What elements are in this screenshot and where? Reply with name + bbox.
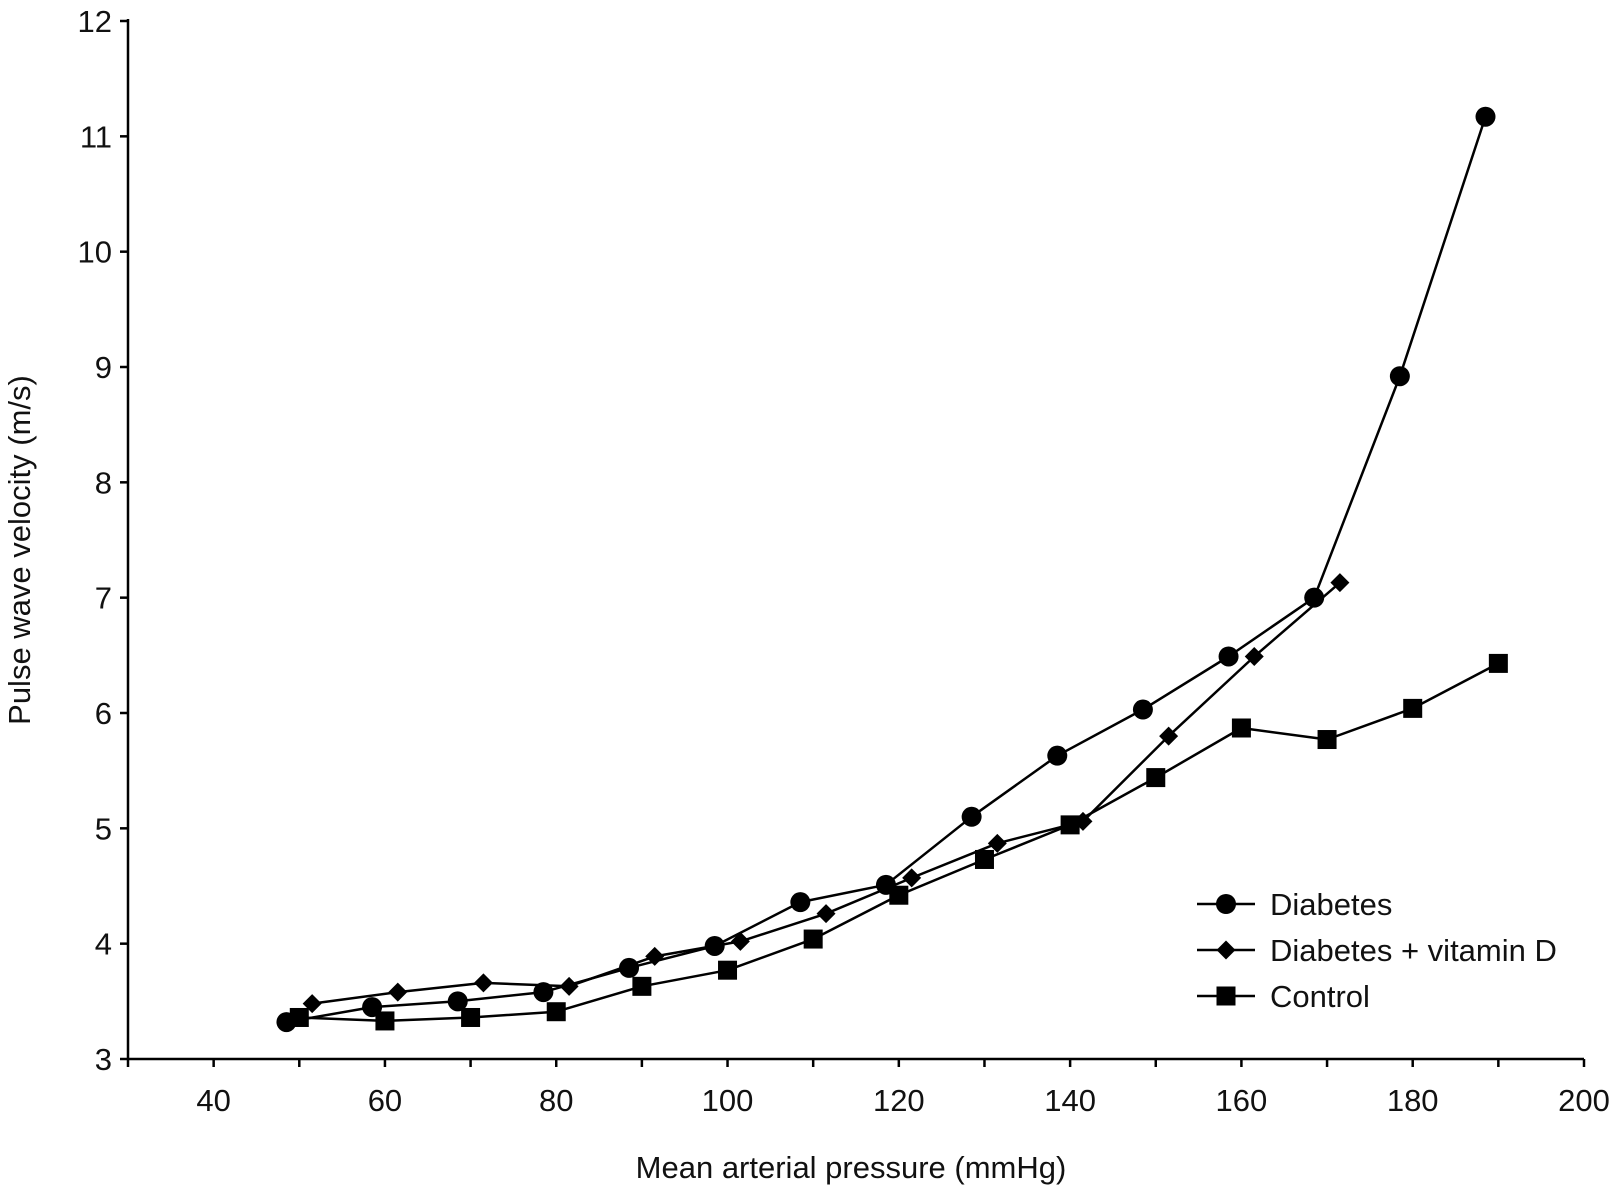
data-point-circle — [790, 892, 811, 913]
data-point-square — [1060, 815, 1080, 835]
legend-label-control: Control — [1270, 979, 1370, 1014]
y-tick-label: 4 — [95, 927, 112, 962]
data-point-circle — [1132, 699, 1153, 720]
y-tick-label: 11 — [80, 119, 112, 154]
x-axis-title: Mean arterial pressure (mmHg) — [636, 1150, 1067, 1185]
data-point-square — [1146, 768, 1166, 788]
data-point-square — [1231, 718, 1251, 738]
data-point-square — [632, 976, 652, 996]
data-point-circle — [961, 806, 982, 827]
data-point-circle — [1218, 646, 1239, 667]
series-line-diabetes-vitamin-d — [311, 581, 1341, 1005]
data-point-square — [461, 1007, 481, 1027]
data-point-circle — [1389, 366, 1410, 387]
y-tick-label: 7 — [95, 581, 112, 616]
x-tick-label: 160 — [1216, 1083, 1268, 1118]
data-point-circle — [1304, 587, 1325, 608]
y-tick-label: 5 — [95, 811, 112, 846]
legend-entry-diabetes: Diabetes — [1197, 887, 1392, 922]
data-point-square — [889, 885, 909, 905]
y-tick-label: 8 — [95, 465, 112, 500]
legend-marker-diamond — [1216, 940, 1236, 960]
y-axis-title: Pulse wave velocity (m/s) — [2, 375, 37, 725]
data-point-circle — [447, 991, 468, 1012]
y-ticks: 3 4 5 6 7 8 9 10 11 12 — [78, 4, 128, 1077]
x-tick-label: 100 — [702, 1083, 754, 1118]
legend-marker-circle — [1216, 894, 1236, 914]
series-diabetes-vitamin-d — [302, 573, 1350, 1014]
data-point-circle — [1475, 106, 1496, 127]
series-control — [289, 653, 1508, 1031]
data-point-diamond — [1330, 573, 1350, 593]
data-point-diamond — [645, 946, 665, 966]
data-point-square — [803, 929, 823, 949]
x-tick-label: 140 — [1044, 1083, 1096, 1118]
x-tick-label: 40 — [196, 1083, 230, 1118]
data-point-circle — [533, 982, 554, 1003]
data-point-diamond — [1159, 726, 1179, 746]
legend-label-diabetes-vitamin-d: Diabetes + vitamin D — [1270, 933, 1557, 968]
y-tick-label: 9 — [95, 350, 112, 385]
data-point-diamond — [473, 973, 493, 993]
data-point-circle — [1047, 745, 1068, 766]
x-tick-label: 80 — [539, 1083, 573, 1118]
legend-label-diabetes: Diabetes — [1270, 887, 1392, 922]
data-point-diamond — [388, 982, 408, 1002]
y-tick-label: 6 — [95, 696, 112, 731]
x-ticks: 40 60 80 100 120 140 160 180 200 — [126, 1059, 1610, 1118]
y-tick-label: 3 — [95, 1042, 112, 1077]
legend-entry-control: Control — [1197, 979, 1370, 1014]
x-tick-label: 200 — [1558, 1083, 1610, 1118]
legend-entry-diabetes-vitamin-d: Diabetes + vitamin D — [1197, 933, 1557, 968]
legend: Diabetes Diabetes + vitamin D Control — [1197, 887, 1557, 1014]
data-point-square — [718, 960, 738, 980]
data-point-square — [974, 849, 994, 869]
y-tick-label: 12 — [78, 4, 112, 39]
data-point-diamond — [902, 868, 922, 888]
data-point-square — [546, 1002, 566, 1022]
data-point-diamond — [730, 931, 750, 951]
data-point-square — [289, 1007, 309, 1027]
data-point-diamond — [559, 976, 579, 996]
data-point-diamond — [1244, 646, 1264, 666]
data-point-square — [1403, 698, 1423, 718]
legend-marker-square — [1216, 986, 1236, 1006]
x-tick-label: 180 — [1387, 1083, 1439, 1118]
x-tick-label: 120 — [873, 1083, 925, 1118]
x-tick-label: 60 — [368, 1083, 402, 1118]
data-point-diamond — [816, 904, 836, 924]
data-point-square — [1317, 730, 1337, 750]
data-point-square — [1488, 653, 1508, 673]
data-point-diamond — [987, 833, 1007, 853]
data-point-square — [375, 1011, 395, 1031]
series-layer — [276, 106, 1508, 1033]
axes: 3 4 5 6 7 8 9 10 11 12 40 60 80 100 120 140 160 180 200 — [78, 4, 1610, 1118]
y-tick-label: 10 — [78, 235, 112, 270]
